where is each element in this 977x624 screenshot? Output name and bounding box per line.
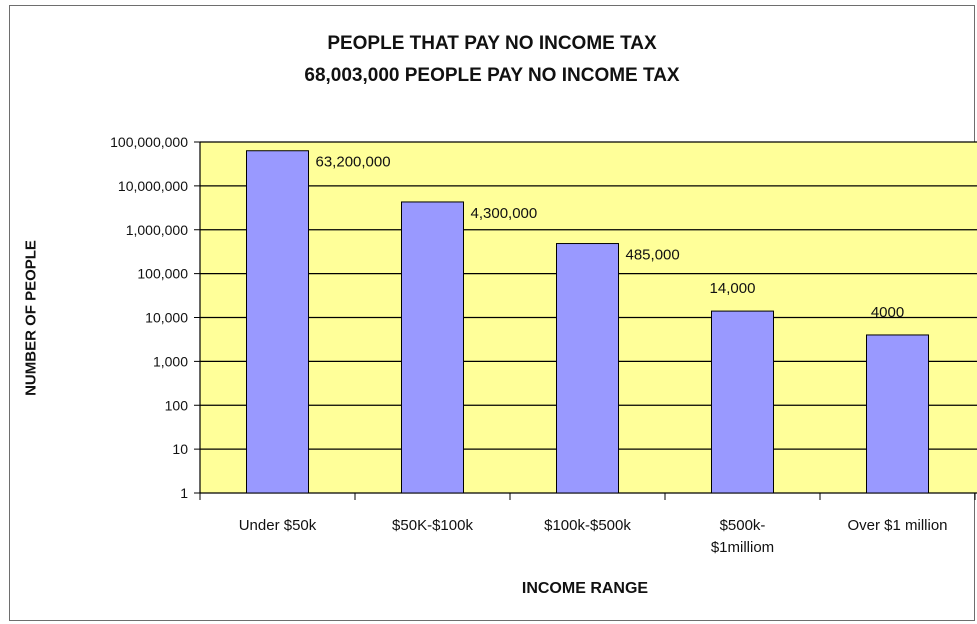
chart-subtitle: 68,003,000 PEOPLE PAY NO INCOME TAX xyxy=(304,65,680,86)
y-tick-label: 1 xyxy=(180,485,188,501)
x-tick-label: Over $1 million xyxy=(847,517,947,534)
y-tick-label: 1,000 xyxy=(153,353,188,369)
y-tick-label: 100 xyxy=(165,397,189,413)
data-label: 63,200,000 xyxy=(316,154,391,171)
data-label: 4000 xyxy=(871,304,904,321)
x-tick-label: $50K-$100k xyxy=(392,517,473,534)
y-tick-label: 1,000,000 xyxy=(126,222,188,238)
y-tick-label: 100,000 xyxy=(137,266,188,282)
data-label: 485,000 xyxy=(626,247,680,264)
y-tick-label: 10,000,000 xyxy=(118,178,188,194)
y-tick-label: 10 xyxy=(172,441,188,457)
bar xyxy=(866,334,929,494)
chart-title: PEOPLE THAT PAY NO INCOME TAX xyxy=(327,33,657,54)
bar xyxy=(246,150,309,494)
bar xyxy=(556,243,619,494)
data-label: 4,300,000 xyxy=(471,205,538,222)
y-tick-label: 100,000,000 xyxy=(110,134,188,150)
bar xyxy=(401,201,464,494)
x-tick-label: Under $50k xyxy=(239,517,317,534)
y-axis-title: NUMBER OF PEOPLE xyxy=(22,240,40,396)
x-tick-label: $500k- xyxy=(720,517,766,534)
x-axis-title: INCOME RANGE xyxy=(521,580,649,597)
y-tick-label: 10,000 xyxy=(145,310,188,326)
x-tick-label: $100k-$500k xyxy=(544,517,631,534)
x-tick-label: $1milliom xyxy=(711,539,774,556)
bar xyxy=(711,310,774,494)
data-label: 14,000 xyxy=(710,280,756,297)
